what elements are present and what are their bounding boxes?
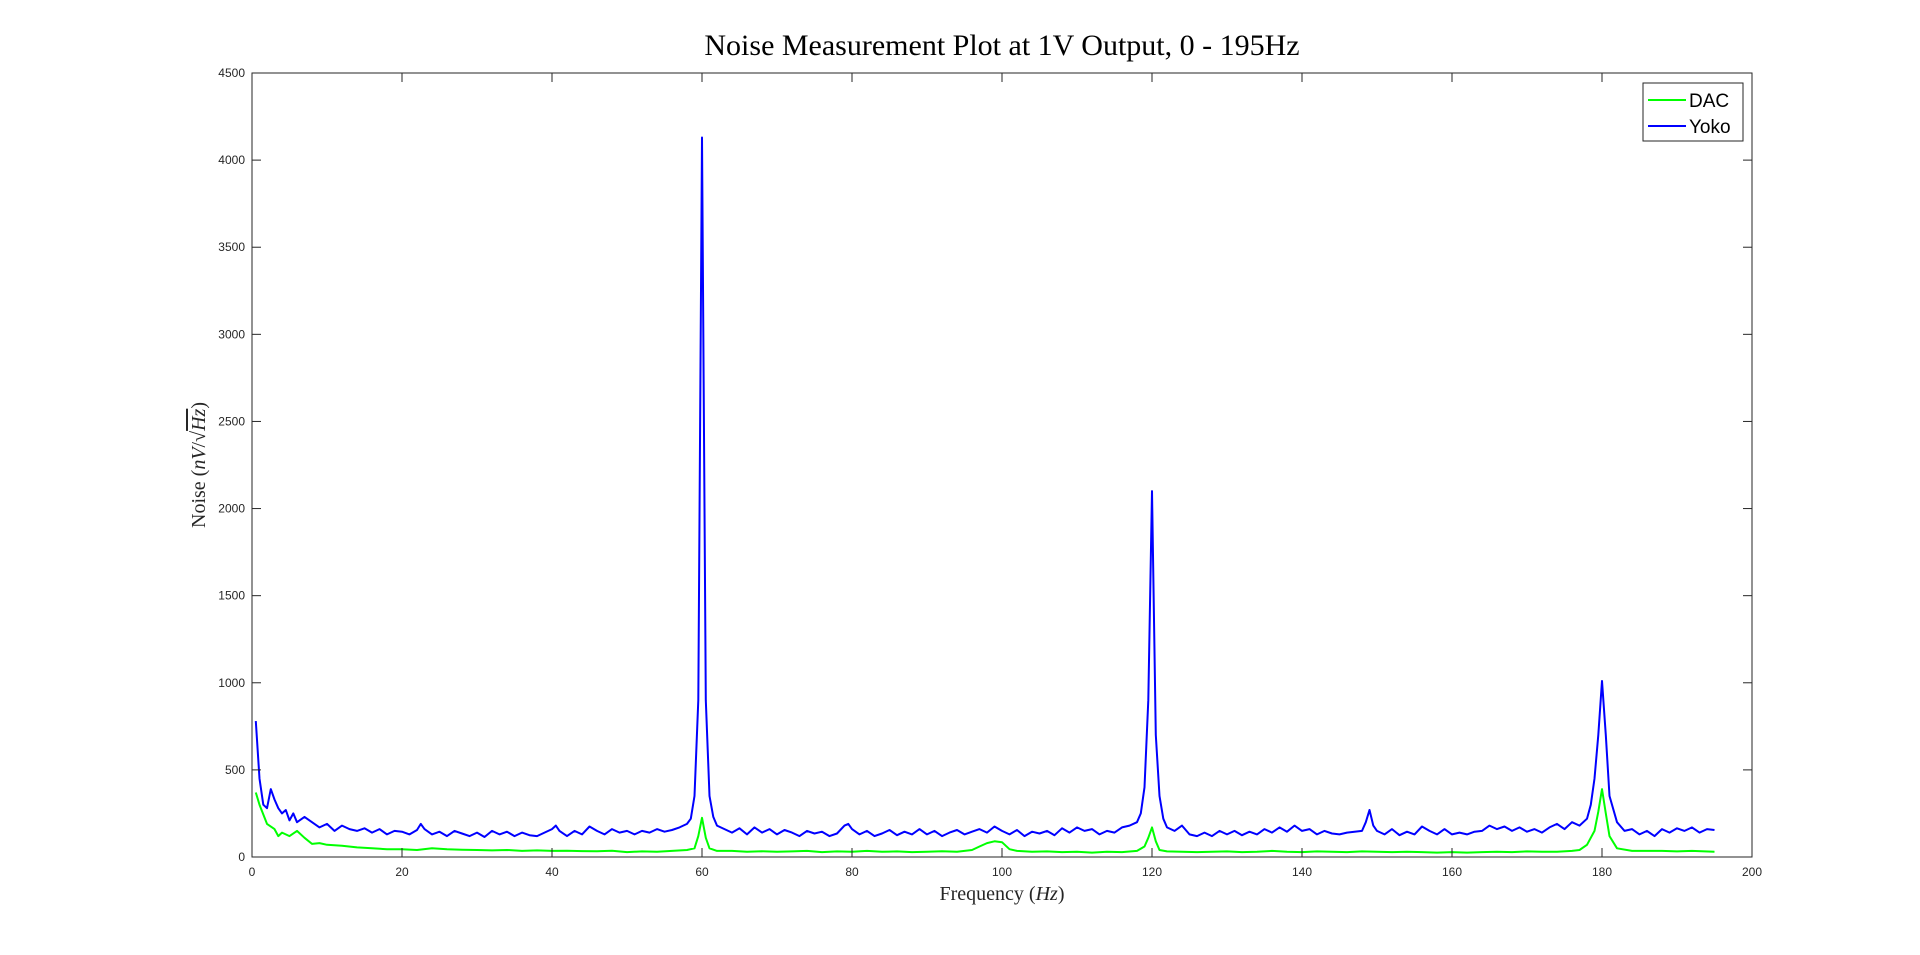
series-line-dac [254,788,1715,854]
chart-title: Noise Measurement Plot at 1V Output, 0 -… [704,29,1299,62]
y-axis-label: Noise (nV/√Hz) [188,402,210,528]
plot-frame [251,72,1753,858]
y-axis-label-close-paren: ) [188,402,210,409]
x-axis-label-open-paren: ( [1029,883,1036,905]
x-tick-label: 100 [992,865,1012,879]
legend-box [1642,82,1744,142]
y-tick-label: 2000 [218,502,245,516]
plot-area [252,73,1752,857]
legend-label-dac: DAC [1689,91,1729,112]
x-tick-label: 120 [1142,865,1162,879]
y-axis-label-text: Noise [188,481,210,528]
y-axis-label-unit-den: Hz [188,408,210,431]
y-tick-label: 1500 [218,589,245,603]
y-tick-label: 4500 [218,66,245,80]
legend-label-yoko: Yoko [1689,117,1731,138]
y-tick-label: 2500 [218,414,245,428]
y-axis-label-unit-num: nV [188,445,210,470]
y-axis-label-open-paren: ( [188,469,210,476]
y-tick-label: 3000 [218,327,245,341]
series-layer [254,136,1715,854]
legend: DAC Yoko [1642,82,1744,142]
x-tick-label: 160 [1442,865,1462,879]
x-tick-label: 60 [695,865,709,879]
x-axis-label-text: Frequency [940,883,1024,905]
y-tick-label: 3500 [218,240,245,254]
x-tick-label: 140 [1292,865,1312,879]
ticks-layer: 0 20 40 60 80 100 120 140 160 180 2000500100015002… [218,66,1762,879]
x-axis-label-close-paren: ) [1058,883,1065,905]
y-axis-label-text-line: Noise (nV/√Hz) [188,402,210,528]
y-tick-label: 1000 [218,676,245,690]
x-axis-label: Frequency (Hz) [940,883,1065,905]
x-axis-label-unit: Hz [1035,883,1058,905]
series-line-yoko [254,136,1715,838]
x-tick-label: 200 [1742,865,1762,879]
y-tick-label: 4000 [218,153,245,167]
x-tick-label: 0 [249,865,256,879]
x-tick-label: 20 [395,865,409,879]
x-tick-label: 40 [545,865,559,879]
x-tick-label: 180 [1592,865,1612,879]
y-axis-label-slash: /√ [188,431,210,448]
x-tick-label: 80 [845,865,859,879]
y-tick-label: 500 [225,763,245,777]
y-tick-label: 0 [238,850,245,864]
